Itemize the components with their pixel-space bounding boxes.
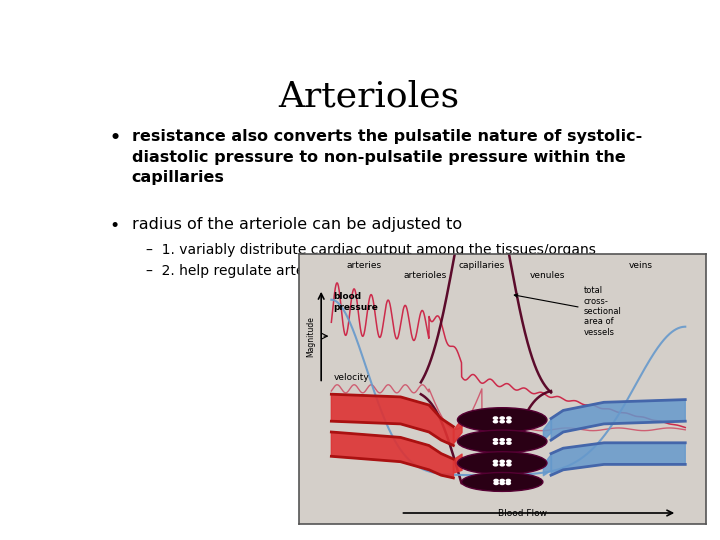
Circle shape	[492, 441, 498, 445]
Circle shape	[505, 478, 511, 482]
Text: Magnitude: Magnitude	[307, 316, 315, 356]
Text: venules: venules	[529, 271, 564, 280]
Circle shape	[493, 478, 499, 482]
Circle shape	[492, 463, 498, 467]
Circle shape	[500, 478, 505, 482]
Text: •: •	[109, 129, 121, 147]
Polygon shape	[331, 394, 454, 446]
Text: –  1. variably distribute cardiac output among the tissues/organs: – 1. variably distribute cardiac output …	[145, 243, 595, 256]
Circle shape	[500, 460, 505, 463]
Circle shape	[500, 416, 505, 420]
Text: •: •	[109, 217, 120, 234]
Circle shape	[492, 460, 498, 463]
Circle shape	[493, 482, 499, 485]
Circle shape	[505, 482, 511, 485]
Circle shape	[506, 420, 512, 423]
Text: Blood Flow: Blood Flow	[498, 509, 547, 518]
Text: –  2. help regulate arterial blood pressure: – 2. help regulate arterial blood pressu…	[145, 265, 433, 279]
Polygon shape	[551, 443, 685, 475]
Text: total
cross-
sectional
area of
vessels: total cross- sectional area of vessels	[514, 286, 621, 337]
Circle shape	[492, 416, 498, 420]
Circle shape	[500, 482, 505, 485]
Circle shape	[506, 463, 512, 467]
Ellipse shape	[457, 408, 547, 432]
Text: arterioles: arterioles	[403, 271, 446, 280]
Text: radius of the arteriole can be adjusted to: radius of the arteriole can be adjusted …	[132, 217, 462, 232]
Circle shape	[500, 441, 505, 445]
Circle shape	[506, 438, 512, 442]
Ellipse shape	[457, 430, 547, 453]
Ellipse shape	[462, 472, 543, 491]
Text: resistance also converts the pulsatile nature of systolic-
diastolic pressure to: resistance also converts the pulsatile n…	[132, 129, 642, 185]
Text: velocity: velocity	[333, 373, 369, 382]
Text: arteries: arteries	[346, 261, 382, 269]
Circle shape	[492, 420, 498, 423]
Polygon shape	[331, 432, 454, 478]
Circle shape	[500, 420, 505, 423]
Text: capillaries: capillaries	[459, 261, 505, 269]
Text: veins: veins	[629, 261, 652, 269]
Circle shape	[506, 441, 512, 445]
Text: blood
pressure: blood pressure	[333, 292, 378, 312]
Circle shape	[506, 460, 512, 463]
Circle shape	[500, 463, 505, 467]
Ellipse shape	[457, 451, 547, 475]
Circle shape	[506, 416, 512, 420]
Text: Arterioles: Arterioles	[279, 79, 459, 113]
Polygon shape	[551, 400, 685, 440]
Circle shape	[492, 438, 498, 442]
Circle shape	[500, 438, 505, 442]
